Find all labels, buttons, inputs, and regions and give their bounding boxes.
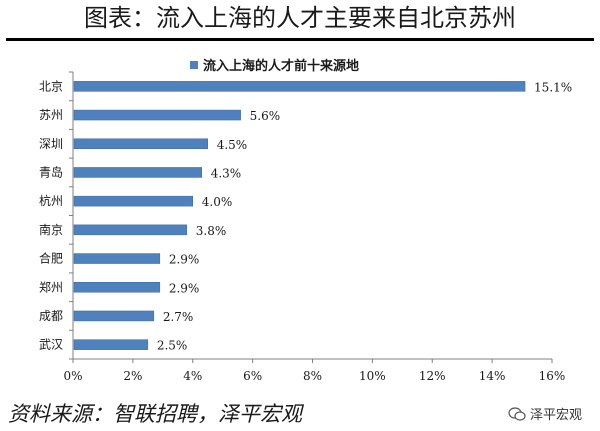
wechat-icon bbox=[508, 406, 526, 421]
bar bbox=[73, 167, 202, 178]
category-label: 武汉 bbox=[39, 338, 63, 352]
x-tick-label: 14% bbox=[479, 369, 506, 383]
category-label: 郑州 bbox=[39, 279, 63, 294]
data-label: 5.6% bbox=[250, 109, 281, 123]
data-label: 4.5% bbox=[217, 138, 248, 152]
category-label: 北京 bbox=[39, 79, 63, 93]
bar bbox=[73, 339, 149, 350]
bar bbox=[73, 138, 208, 149]
legend-swatch bbox=[190, 61, 198, 69]
category-label: 苏州 bbox=[39, 108, 63, 122]
bar bbox=[73, 81, 526, 92]
data-label: 2.9% bbox=[169, 253, 200, 267]
category-label: 南京 bbox=[39, 222, 63, 237]
category-label: 青岛 bbox=[39, 164, 63, 179]
bar bbox=[73, 224, 188, 236]
x-tick-label: 12% bbox=[419, 369, 446, 383]
bar bbox=[73, 253, 161, 264]
x-tick-label: 16% bbox=[539, 369, 566, 383]
watermark: 泽平宏观 bbox=[508, 404, 582, 423]
data-label: 4.3% bbox=[211, 166, 242, 180]
data-label: 2.5% bbox=[157, 339, 188, 353]
data-label: 15.1% bbox=[534, 80, 572, 94]
bar bbox=[73, 310, 155, 322]
data-label: 4.0% bbox=[202, 195, 233, 209]
x-tick-label: 10% bbox=[359, 369, 386, 383]
x-tick-label: 4% bbox=[183, 369, 202, 383]
figure-title: 图表：流入上海的人才主要来自北京苏州 bbox=[84, 4, 516, 32]
watermark-label: 泽平宏观 bbox=[529, 408, 582, 423]
data-label: 3.8% bbox=[196, 224, 227, 238]
source-note: 资料来源：智联招聘，泽平宏观 bbox=[8, 402, 302, 426]
category-label: 深圳 bbox=[39, 137, 63, 151]
category-label: 合肥 bbox=[39, 251, 63, 266]
title-divider bbox=[6, 38, 594, 41]
x-tick-label: 8% bbox=[303, 369, 322, 383]
bar bbox=[73, 282, 161, 293]
data-label: 2.7% bbox=[163, 310, 194, 324]
x-tick-label: 0% bbox=[63, 369, 82, 383]
bar bbox=[73, 195, 193, 207]
category-label: 成都 bbox=[39, 309, 63, 323]
category-label: 杭州 bbox=[39, 193, 63, 208]
x-tick-label: 6% bbox=[243, 369, 262, 383]
bar bbox=[73, 109, 241, 121]
legend-label: 流入上海的人才前十来源地 bbox=[203, 58, 359, 74]
x-tick-label: 2% bbox=[123, 369, 142, 383]
data-label: 2.9% bbox=[169, 281, 200, 295]
